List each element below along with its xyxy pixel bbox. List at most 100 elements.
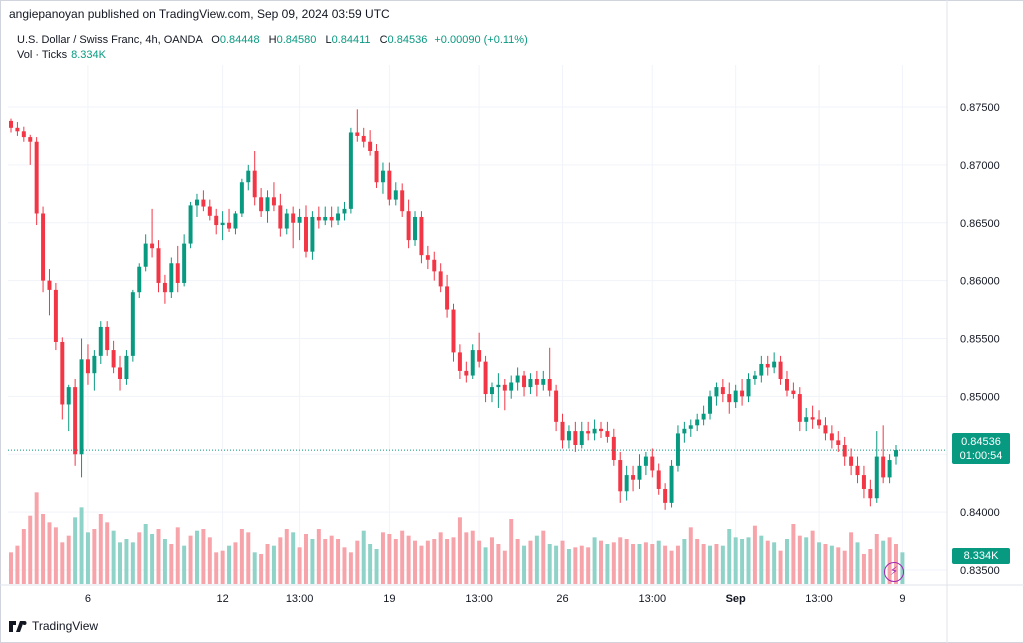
- price-tick-label: 0.87000: [960, 160, 1000, 172]
- volume-bar: [714, 544, 719, 584]
- volume-bar: [323, 539, 328, 584]
- volume-bar: [85, 532, 90, 584]
- candle-body: [284, 213, 289, 229]
- volume-bar: [400, 530, 405, 584]
- volume-bar: [457, 517, 462, 584]
- candle-body: [720, 387, 725, 395]
- volume-bar: [419, 545, 424, 584]
- volume-bar: [502, 550, 507, 584]
- volume-bar: [60, 542, 65, 584]
- candle-body: [438, 271, 443, 287]
- volume-bar: [380, 532, 385, 584]
- volume-bar: [92, 529, 97, 584]
- volume-bar: [887, 537, 892, 584]
- volume-bar: [496, 544, 501, 584]
- symbol-title[interactable]: U.S. Dollar / Swiss Franc, 4h, OANDA: [17, 34, 203, 46]
- candle-body: [252, 170, 257, 198]
- candle-body: [21, 131, 26, 138]
- candle-body: [599, 428, 603, 432]
- volume-bar: [130, 542, 135, 584]
- time-axis: 6 12 13:00 19 13:00 26 13:00 Sep 13:00 9: [85, 593, 906, 605]
- time-tick-label: 13:00: [639, 593, 667, 605]
- candle-body: [502, 384, 507, 391]
- volume-bar: [470, 530, 475, 584]
- volume-bar: [451, 537, 456, 584]
- candlesticks: [9, 109, 898, 510]
- candle-body: [457, 352, 462, 371]
- candle-body: [650, 456, 655, 471]
- price-tick-label: 0.85000: [960, 391, 1000, 403]
- candle-body: [316, 216, 321, 221]
- volume-bar: [605, 544, 610, 584]
- candle-body: [784, 379, 789, 391]
- volume-bar: [708, 545, 713, 584]
- candle-body: [355, 132, 360, 136]
- candle-body: [823, 425, 828, 434]
- price-tick-label: 0.87500: [960, 102, 1000, 114]
- volume-bar: [156, 529, 161, 584]
- volume-bar: [528, 540, 533, 584]
- volume-bar: [489, 537, 494, 584]
- volume-bar: [239, 529, 244, 584]
- volume-bar: [438, 532, 443, 584]
- candle-body: [207, 206, 212, 216]
- volume-bar: [534, 535, 539, 584]
- candle-body: [130, 292, 135, 356]
- volume-bar: [304, 534, 308, 584]
- candle-body: [425, 255, 430, 260]
- volume-legend: Vol · Ticks 8.334K: [17, 49, 106, 61]
- candle-body: [509, 382, 514, 391]
- volume-bar: [233, 542, 238, 584]
- candle-body: [541, 379, 546, 385]
- candle-body: [380, 170, 385, 183]
- tradingview-logo[interactable]: TradingView: [9, 619, 98, 633]
- candle-body: [477, 350, 482, 362]
- lightning-icon[interactable]: ⚡: [884, 562, 904, 582]
- candle-body: [246, 170, 251, 183]
- volume-bar: [432, 539, 437, 584]
- candle-body: [233, 213, 238, 229]
- candle-body: [118, 367, 123, 380]
- price-axis: 0.87500 0.87000 0.86500 0.86000 0.85500 0.850…: [960, 102, 1000, 577]
- volume-bar: [188, 535, 193, 584]
- volume-bar: [566, 549, 571, 584]
- volume-bar: [477, 540, 482, 584]
- candle-body: [624, 475, 629, 492]
- volume-bar: [733, 537, 738, 584]
- candle-body: [79, 359, 84, 455]
- close-value: 0.84536: [387, 34, 428, 46]
- volume-bar: [791, 524, 796, 584]
- volume-bar: [182, 545, 187, 584]
- volume-bar: [207, 537, 212, 584]
- candle-body: [637, 465, 642, 480]
- candle-body: [765, 363, 770, 368]
- candle-body: [579, 431, 584, 445]
- volume-bar: [618, 537, 623, 584]
- candle-body: [874, 456, 879, 499]
- volume-label[interactable]: Vol · Ticks: [17, 49, 68, 61]
- volume-bar: [150, 534, 155, 584]
- candle-body: [15, 127, 20, 132]
- price-tick-label: 0.83500: [960, 565, 1000, 577]
- candle-body: [156, 248, 161, 283]
- volume-bar: [874, 534, 879, 584]
- volume-bar: [291, 532, 296, 584]
- candle-body: [278, 205, 283, 229]
- candle-body: [194, 199, 199, 206]
- candle-body: [464, 370, 469, 376]
- candle-body: [451, 309, 456, 353]
- candle-body: [663, 488, 668, 503]
- candle-body: [214, 215, 219, 226]
- candle-body: [791, 390, 796, 395]
- volume-bar: [413, 540, 418, 584]
- last-volume-tag: 8.334K: [952, 548, 1010, 564]
- candle-body: [695, 419, 700, 426]
- price-tick-label: 0.86500: [960, 218, 1000, 230]
- time-tick-label: 9: [899, 593, 905, 605]
- candle-body: [291, 213, 296, 223]
- volume-bar: [47, 522, 52, 584]
- time-tick-label: 12: [217, 593, 229, 605]
- time-tick-label: 13:00: [805, 593, 833, 605]
- candle-body: [560, 421, 565, 441]
